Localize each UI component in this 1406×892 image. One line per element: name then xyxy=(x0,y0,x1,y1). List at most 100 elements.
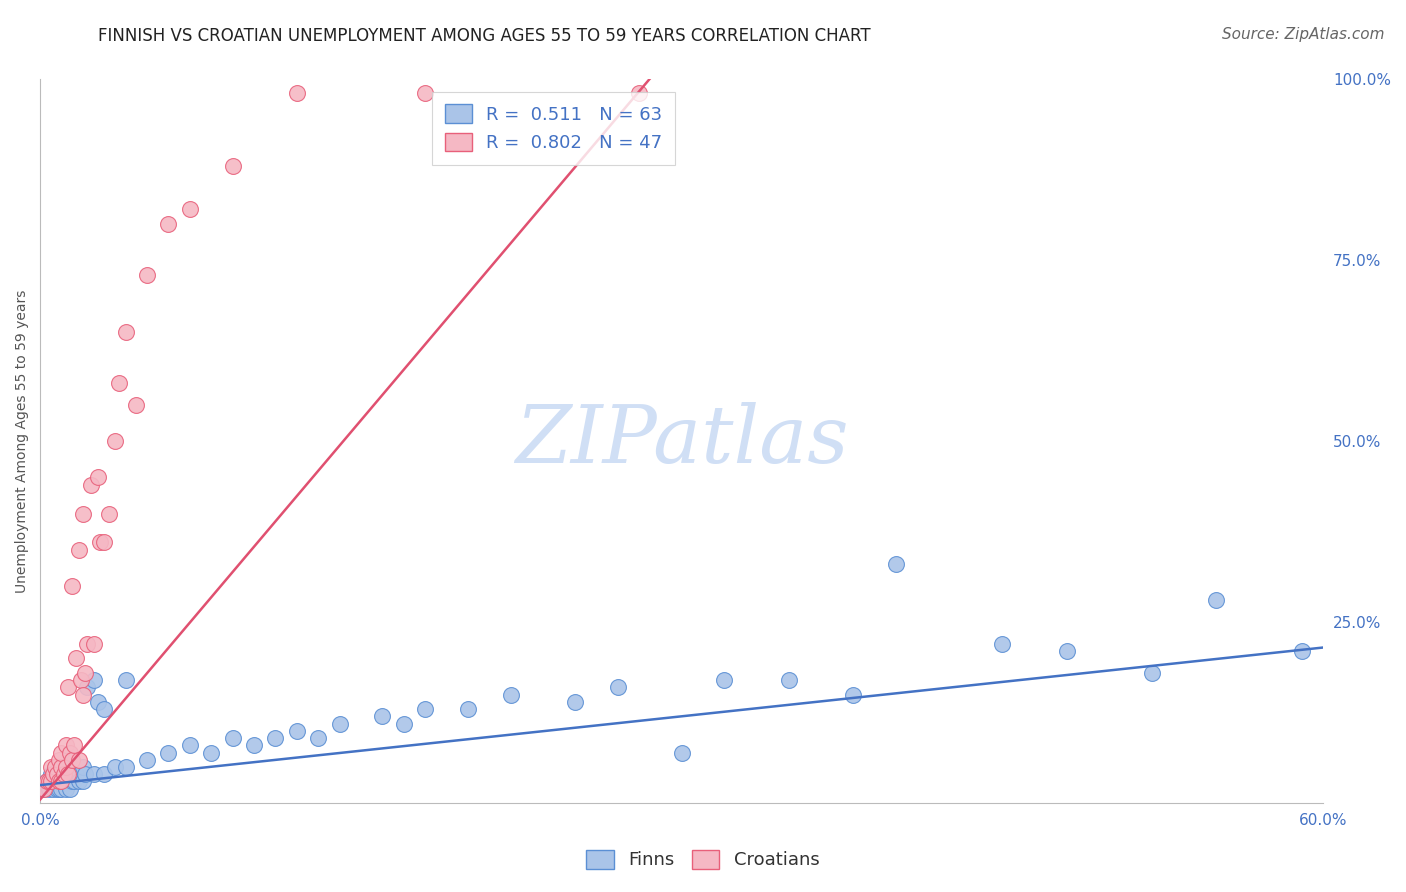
Point xyxy=(51,774,73,789)
Point xyxy=(34,781,56,796)
Point xyxy=(48,753,70,767)
Point xyxy=(44,760,66,774)
Text: ZIPatlas: ZIPatlas xyxy=(515,402,848,480)
Point xyxy=(157,746,180,760)
Point xyxy=(34,781,56,796)
Text: FINNISH VS CROATIAN UNEMPLOYMENT AMONG AGES 55 TO 59 YEARS CORRELATION CHART: FINNISH VS CROATIAN UNEMPLOYMENT AMONG A… xyxy=(98,27,872,45)
Point xyxy=(842,688,865,702)
Point xyxy=(114,673,136,687)
Point xyxy=(65,651,87,665)
Point xyxy=(371,709,394,723)
Point xyxy=(713,673,735,687)
Point xyxy=(157,217,180,231)
Point xyxy=(72,760,94,774)
Point xyxy=(39,767,62,781)
Point xyxy=(44,767,66,781)
Point xyxy=(76,637,98,651)
Point xyxy=(221,159,243,173)
Point xyxy=(38,774,60,789)
Point xyxy=(59,781,82,796)
Point xyxy=(56,681,79,695)
Point xyxy=(392,716,415,731)
Point xyxy=(93,767,115,781)
Point xyxy=(42,781,65,796)
Point xyxy=(606,681,628,695)
Point xyxy=(87,695,110,709)
Point xyxy=(56,767,79,781)
Point xyxy=(46,774,69,789)
Point xyxy=(83,673,105,687)
Point xyxy=(69,673,91,687)
Point xyxy=(52,767,75,781)
Point xyxy=(72,507,94,521)
Point xyxy=(55,760,77,774)
Point xyxy=(108,376,131,391)
Point xyxy=(457,702,479,716)
Point xyxy=(39,760,62,774)
Point xyxy=(499,688,522,702)
Point xyxy=(1291,644,1313,658)
Point xyxy=(179,202,201,217)
Point xyxy=(1056,644,1078,658)
Point xyxy=(51,781,73,796)
Point xyxy=(179,739,201,753)
Point xyxy=(60,579,83,593)
Point xyxy=(51,760,73,774)
Point xyxy=(136,268,159,282)
Point xyxy=(42,767,65,781)
Point xyxy=(104,434,127,449)
Text: Source: ZipAtlas.com: Source: ZipAtlas.com xyxy=(1222,27,1385,42)
Point xyxy=(89,535,111,549)
Point xyxy=(264,731,287,745)
Point xyxy=(35,774,58,789)
Point xyxy=(51,774,73,789)
Point xyxy=(1205,593,1227,607)
Point xyxy=(60,774,83,789)
Point xyxy=(1140,665,1163,680)
Point xyxy=(67,542,90,557)
Point xyxy=(413,87,436,101)
Point xyxy=(87,470,110,484)
Point xyxy=(60,760,83,774)
Point xyxy=(83,637,105,651)
Point xyxy=(307,731,329,745)
Point xyxy=(328,716,350,731)
Point xyxy=(39,774,62,789)
Point xyxy=(285,87,308,101)
Point xyxy=(56,774,79,789)
Point xyxy=(67,753,90,767)
Point xyxy=(114,760,136,774)
Point xyxy=(83,767,105,781)
Point xyxy=(67,774,90,789)
Legend: R =  0.511   N = 63, R =  0.802   N = 47: R = 0.511 N = 63, R = 0.802 N = 47 xyxy=(432,92,675,165)
Point xyxy=(55,781,77,796)
Point xyxy=(46,767,69,781)
Point xyxy=(104,760,127,774)
Point xyxy=(46,781,69,796)
Point xyxy=(48,774,70,789)
Y-axis label: Unemployment Among Ages 55 to 59 years: Unemployment Among Ages 55 to 59 years xyxy=(15,289,30,593)
Point xyxy=(671,746,693,760)
Point xyxy=(884,558,907,572)
Point xyxy=(35,774,58,789)
Point xyxy=(65,767,87,781)
Point xyxy=(63,739,86,753)
Point xyxy=(48,767,70,781)
Point xyxy=(72,688,94,702)
Point xyxy=(38,781,60,796)
Point xyxy=(97,507,120,521)
Point xyxy=(778,673,800,687)
Point xyxy=(39,774,62,789)
Point xyxy=(44,774,66,789)
Point xyxy=(93,535,115,549)
Point xyxy=(93,702,115,716)
Point xyxy=(136,753,159,767)
Point xyxy=(80,477,103,491)
Point xyxy=(73,665,96,680)
Point xyxy=(60,753,83,767)
Point xyxy=(76,681,98,695)
Point xyxy=(221,731,243,745)
Point xyxy=(125,398,148,412)
Point xyxy=(114,326,136,340)
Point xyxy=(564,695,586,709)
